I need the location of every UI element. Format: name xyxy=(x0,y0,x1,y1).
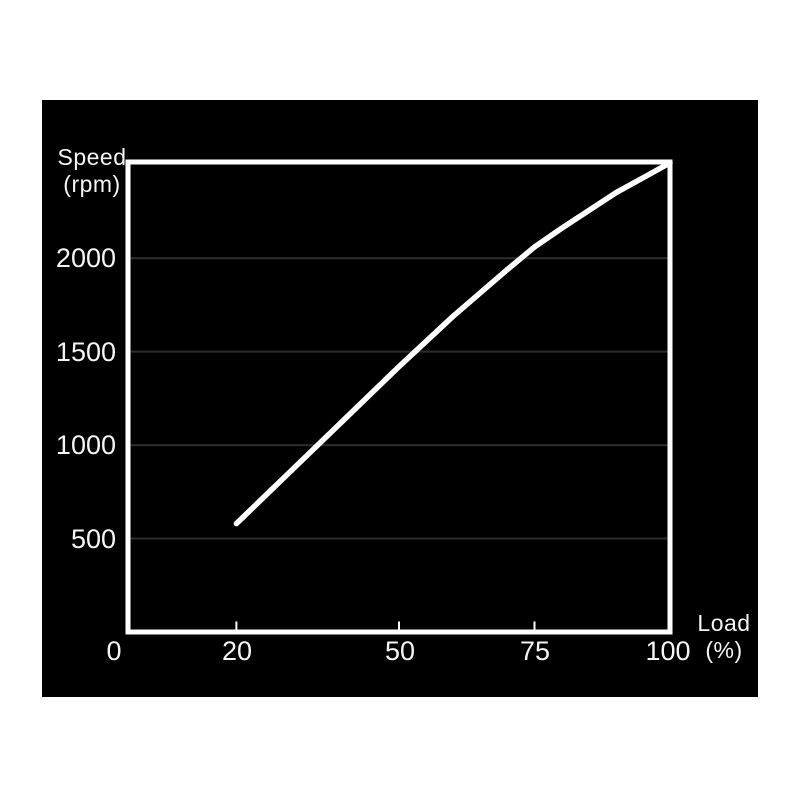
x-tick-label-0: 0 xyxy=(106,636,122,666)
x-axis-title: Load (%) xyxy=(690,610,758,664)
y-tick-label-500: 500 xyxy=(70,524,116,554)
y-axis-title: Speed (rpm) xyxy=(50,144,134,198)
y-tick-label-1500: 1500 xyxy=(55,337,116,367)
speed-curve xyxy=(233,160,673,527)
x-axis-title-line1: Load xyxy=(697,610,751,636)
y-axis-title-line1: Speed xyxy=(57,144,127,170)
x-tick-label-100: 100 xyxy=(645,636,691,666)
x-axis-title-line2: (%) xyxy=(705,637,743,663)
x-tick-label-20: 20 xyxy=(221,636,253,666)
chart-canvas: Speed (rpm) 2000 1500 1000 500 0 20 50 7… xyxy=(42,100,758,697)
x-tick-label-50: 50 xyxy=(384,636,416,666)
y-tick-label-1000: 1000 xyxy=(55,430,116,460)
plot-frame xyxy=(125,159,673,635)
x-tick-label-75: 75 xyxy=(519,636,551,666)
y-tick-label-2000: 2000 xyxy=(55,243,116,273)
chart-plot xyxy=(125,159,673,635)
y-axis-title-line2: (rpm) xyxy=(63,171,121,197)
